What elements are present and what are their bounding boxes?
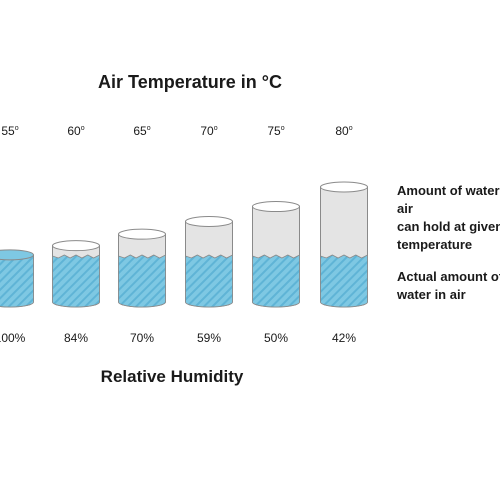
degree-mark: o — [213, 125, 218, 132]
cylinder-rim — [118, 228, 166, 240]
degree-mark: o — [146, 125, 151, 132]
degree-mark: o — [14, 125, 19, 132]
temperature-label: 70o — [185, 121, 233, 139]
cylinder-rim — [185, 216, 233, 227]
footer-label: Relative Humidity — [100, 367, 244, 386]
water-fill — [185, 254, 233, 308]
temperature-value: 70 — [200, 124, 214, 138]
temperature-value: 65 — [133, 124, 147, 138]
temperature-value: 75 — [267, 124, 281, 138]
cylinder-70 — [185, 216, 233, 308]
temperature-label: 75o — [252, 121, 300, 139]
cylinder-rim — [0, 249, 34, 261]
temperature-label: 65o — [118, 121, 166, 139]
degree-mark: o — [348, 125, 353, 132]
legend-actual-label: Actual amount of water in air — [397, 269, 500, 302]
humidity-label: 70% — [129, 331, 155, 345]
temperature-label: 60o — [52, 121, 100, 139]
water-fill — [0, 254, 34, 308]
temperature-label: 55o — [0, 121, 34, 139]
cylinder-rim — [320, 181, 368, 193]
water-fill — [252, 254, 300, 308]
temperature-value: 80 — [335, 124, 349, 138]
cylinder-65 — [118, 228, 166, 308]
humidity-label: 50% — [263, 331, 289, 345]
humidity-label: 42% — [331, 331, 357, 345]
degree-mark: o — [80, 125, 85, 132]
cylinder-rim — [52, 240, 100, 252]
humidity-label: 59% — [196, 331, 222, 345]
temperature-value: 55 — [1, 124, 15, 138]
humidity-label: 100% — [0, 331, 26, 345]
water-fill — [118, 254, 166, 308]
cylinder-rim — [252, 201, 300, 213]
degree-mark: o — [280, 125, 285, 132]
diagram-title: Air Temperature in °C — [98, 72, 282, 92]
cylinder-75 — [252, 201, 300, 308]
legend-capacity-label: Amount of water air can hold at given te… — [397, 183, 500, 252]
humidity-label: 84% — [63, 331, 89, 345]
water-fill — [320, 254, 368, 308]
cylinder-55 — [0, 249, 34, 308]
water-fill — [52, 254, 100, 308]
temperature-label: 80o — [320, 121, 368, 139]
cylinder-60 — [52, 240, 100, 308]
temperature-value: 60 — [67, 124, 81, 138]
cylinder-80 — [320, 181, 368, 308]
